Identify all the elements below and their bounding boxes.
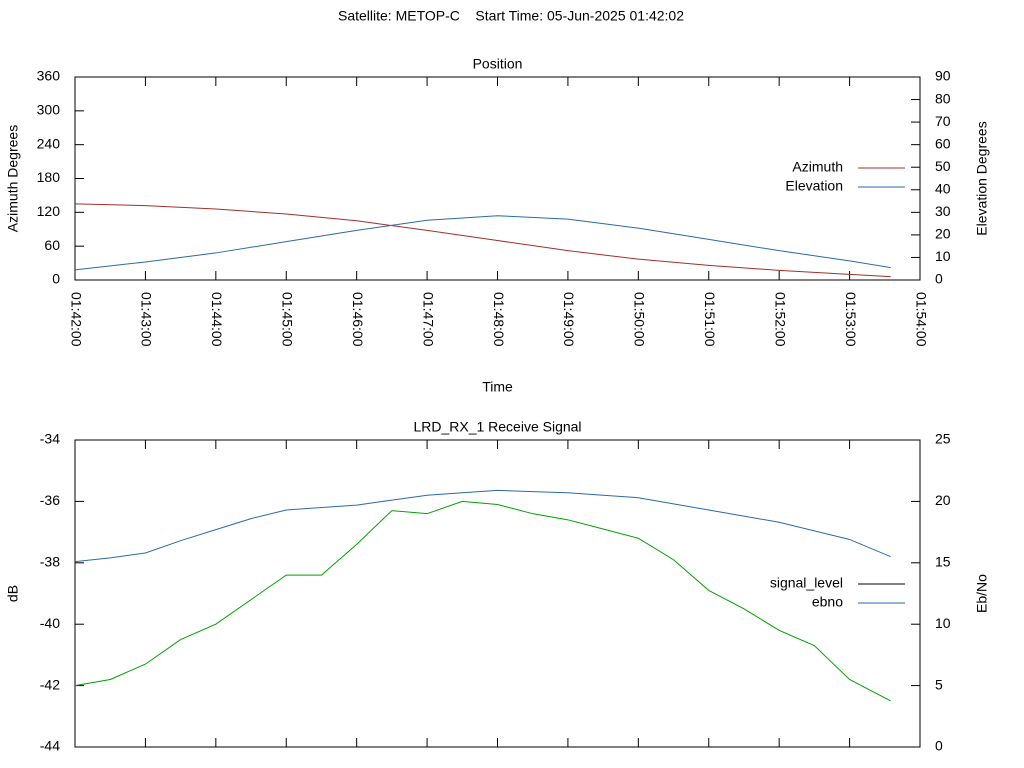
legend-label: Elevation [785,178,843,194]
x-tick-label: 01:48:00 [491,292,507,347]
y2-tick-label: 0 [935,271,943,287]
x-tick-label: 01:43:00 [139,292,155,347]
y-tick-label: -44 [40,738,60,754]
y2-tick-label: 40 [935,180,951,196]
plot-border [74,439,921,748]
y2-tick-label: 50 [935,158,951,174]
chart-title: Position [473,56,523,72]
x-axis-label: Time [482,379,513,395]
x-tick-label: 01:49:00 [561,292,577,347]
x-tick-label: 01:53:00 [843,292,859,347]
x-tick-label: 01:47:00 [420,292,436,347]
legend-label: ebno [812,594,843,610]
y2-tick-label: 10 [935,615,951,631]
y-tick-label: -42 [40,676,60,692]
x-tick-label: 01:51:00 [702,292,718,347]
y-tick-label: -36 [40,492,60,508]
y2-tick-label: 20 [935,492,951,508]
y2-tick-label: 80 [935,90,951,106]
x-tick-label: 01:52:00 [772,292,788,347]
y-tick-label: 60 [44,237,60,253]
y2-axis-label: Eb/No [974,574,990,613]
x-tick-label: 01:45:00 [280,292,296,347]
y2-tick-label: 60 [935,135,951,151]
legend-label: signal_level [770,575,843,591]
y-tick-label: 360 [37,68,61,84]
series-line [74,500,891,702]
x-tick-label: 01:42:00 [68,292,84,347]
chart-title: LRD_RX_1 Receive Signal [413,419,581,435]
y2-tick-label: 90 [935,68,951,84]
y2-tick-label: 10 [935,248,951,264]
y-tick-label: 0 [52,271,60,287]
figure-title: Satellite: METOP-C Start Time: 05-Jun-20… [338,8,684,24]
y-axis-label: Azimuth Degrees [5,125,21,232]
y-tick-label: 180 [37,169,61,185]
y-tick-label: 120 [37,203,61,219]
y-tick-label: 300 [37,102,61,118]
x-tick-label: 01:44:00 [209,292,225,347]
x-tick-label: 01:54:00 [913,292,929,347]
series-line [74,203,891,278]
x-tick-label: 01:46:00 [350,292,366,347]
series-line [74,215,891,271]
y-tick-label: -34 [40,431,60,447]
y-tick-label: -38 [40,554,60,570]
y-tick-label: 240 [37,135,61,151]
y2-tick-label: 0 [935,738,943,754]
series-line [74,489,891,563]
y2-tick-label: 70 [935,113,951,129]
legend-label: Azimuth [792,159,843,175]
y2-axis-label: Elevation Degrees [974,121,990,235]
y2-tick-label: 20 [935,226,951,242]
y2-tick-label: 15 [935,554,951,570]
y-axis-label: dB [5,585,21,602]
y-tick-label: -40 [40,615,60,631]
y2-tick-label: 5 [935,676,943,692]
x-tick-label: 01:50:00 [632,292,648,347]
y2-tick-label: 30 [935,203,951,219]
y2-tick-label: 25 [935,431,951,447]
